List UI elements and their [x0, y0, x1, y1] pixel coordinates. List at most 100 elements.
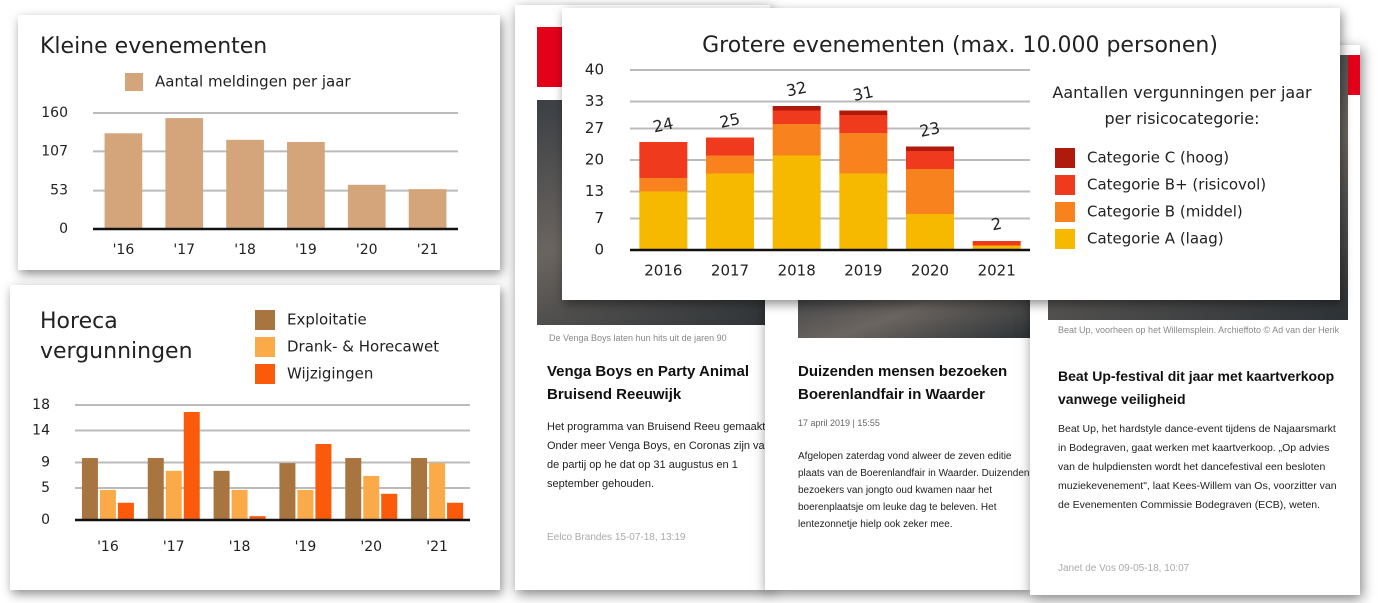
x-tick-label: '19 — [295, 539, 317, 555]
bar-segment — [906, 214, 954, 250]
bar — [429, 463, 446, 520]
x-tick-label: '20 — [360, 539, 382, 555]
x-tick-label: 2017 — [711, 262, 749, 280]
legend-label: Drank- & Horecawet — [287, 338, 439, 356]
headline: Venga Boys en Party Animal Bruisend Reeu… — [547, 363, 750, 403]
chart-panel: Kleine evenementen 0 53 107 160 Aantal meldin… — [18, 15, 500, 270]
bar — [165, 118, 204, 229]
chart-panel: Grotere evenementen (max. 10.000 persone… — [562, 8, 1340, 300]
x-tick-label: '18 — [234, 242, 256, 258]
bar-segment — [772, 106, 821, 111]
bar — [347, 184, 386, 229]
y-tick-label: 20 — [585, 151, 604, 169]
bar — [315, 443, 332, 520]
y-tick-label: 53 — [50, 183, 68, 199]
legend-label: Categorie B+ (risicovol) — [1087, 176, 1266, 194]
bar-segment — [639, 142, 688, 178]
body-text: Afgelopen zaterdag vond alweer de zeven … — [798, 451, 1030, 530]
bar-segment — [772, 155, 821, 250]
chart: Kleine evenementen 0 53 107 160 Aantal meldin… — [40, 34, 458, 258]
date: 17 april 2019 | 15:55 — [798, 418, 880, 428]
bar-segment — [772, 110, 821, 124]
body-text: Beat Up, het hardstyle dance-event tijde… — [1058, 423, 1337, 511]
y-tick-label: 107 — [41, 143, 68, 159]
chart-title: Kleine evenementen — [40, 34, 267, 59]
caption: De Venga Boys laten hun hits uit de jare… — [549, 333, 727, 343]
chart: 0 5 9 14 18 Exploitatie Drank- & Horecawet Wijz… — [32, 310, 470, 555]
y-tick-label: 14 — [32, 423, 50, 439]
bar-segment — [839, 173, 888, 250]
y-tick-label: 0 — [594, 241, 604, 259]
y-tick-label: 160 — [41, 105, 68, 121]
legend-swatch — [255, 364, 275, 384]
bar-segment — [839, 110, 888, 115]
caption: Beat Up, voorheen op het Willemsplein. A… — [1058, 325, 1340, 335]
bar — [213, 470, 230, 520]
y-tick-label: 18 — [32, 397, 50, 413]
bar-segment — [639, 191, 688, 250]
bar-segment — [839, 115, 888, 133]
bar — [81, 458, 98, 520]
headline: Duizenden mensen bezoeken Boerenlandfair… — [798, 363, 1008, 403]
legend-label: Categorie A (laag) — [1087, 230, 1224, 248]
legend-label: Categorie C (hoog) — [1087, 149, 1229, 167]
chart-title: Grotere evenementen (max. 10.000 persone… — [702, 33, 1218, 58]
bar — [287, 142, 325, 229]
total-label: 23 — [918, 118, 942, 141]
bar — [99, 489, 116, 520]
y-tick-label: 33 — [585, 92, 604, 110]
bar — [104, 133, 143, 229]
bar-segment — [906, 151, 954, 169]
x-tick-label: '18 — [229, 539, 251, 555]
x-tick-label: '16 — [113, 242, 135, 258]
legend-swatch — [125, 73, 143, 91]
y-tick-label: 9 — [41, 455, 50, 471]
legend-swatch — [1055, 202, 1075, 222]
bar — [231, 489, 248, 520]
y-tick-label: 27 — [585, 119, 604, 137]
chart-panel: 0 5 9 14 18 Exploitatie Drank- & Horecawet Wijz… — [10, 285, 500, 590]
headline: Beat Up-festival dit jaar met kaartverko… — [1058, 368, 1335, 407]
x-tick-label: 2020 — [911, 262, 949, 280]
total-label: 32 — [785, 78, 809, 101]
legend-label: Categorie B (middel) — [1087, 203, 1243, 221]
bar — [408, 189, 447, 229]
total-label: 25 — [718, 109, 742, 132]
x-tick-label: 2021 — [978, 262, 1016, 280]
bar-segment — [972, 245, 1021, 250]
bar — [381, 493, 398, 520]
legend-label: Aantal meldingen per jaar — [155, 73, 351, 91]
y-tick-label: 0 — [59, 221, 68, 237]
bar — [297, 489, 314, 520]
bar-segment — [906, 169, 954, 214]
total-label: 24 — [651, 114, 675, 137]
chart-title: Horeca vergunningen — [40, 309, 193, 364]
x-tick-label: '21 — [417, 242, 439, 258]
y-tick-label: 7 — [594, 209, 604, 227]
chart: Grotere evenementen (max. 10.000 persone… — [585, 33, 1266, 280]
byline: Eelco Brandes 15-07-18, 13:19 — [547, 532, 685, 543]
bar — [411, 458, 428, 520]
bar — [147, 458, 164, 520]
bar-segment — [706, 137, 754, 156]
bar — [249, 516, 266, 520]
x-tick-label: 2016 — [644, 262, 682, 280]
bar — [226, 139, 264, 229]
bar-segment — [706, 173, 754, 250]
date: 09-05-18, 10:07 — [1118, 563, 1190, 574]
author: Janet de Vos — [1058, 563, 1116, 574]
bar-segment — [906, 146, 954, 151]
bar — [447, 502, 464, 520]
x-tick-label: 2018 — [778, 262, 816, 280]
bar — [279, 463, 296, 520]
byline: Janet de Vos 09-05-18, 10:07 — [1058, 563, 1189, 574]
y-tick-label: 40 — [585, 61, 604, 79]
bar-segment — [639, 178, 688, 192]
x-tick-label: '20 — [356, 242, 378, 258]
bar-segment — [772, 124, 821, 156]
legend-label: Exploitatie — [287, 311, 367, 329]
total-label: 31 — [851, 82, 875, 105]
bar — [117, 502, 134, 520]
bar-segment — [972, 241, 1021, 246]
